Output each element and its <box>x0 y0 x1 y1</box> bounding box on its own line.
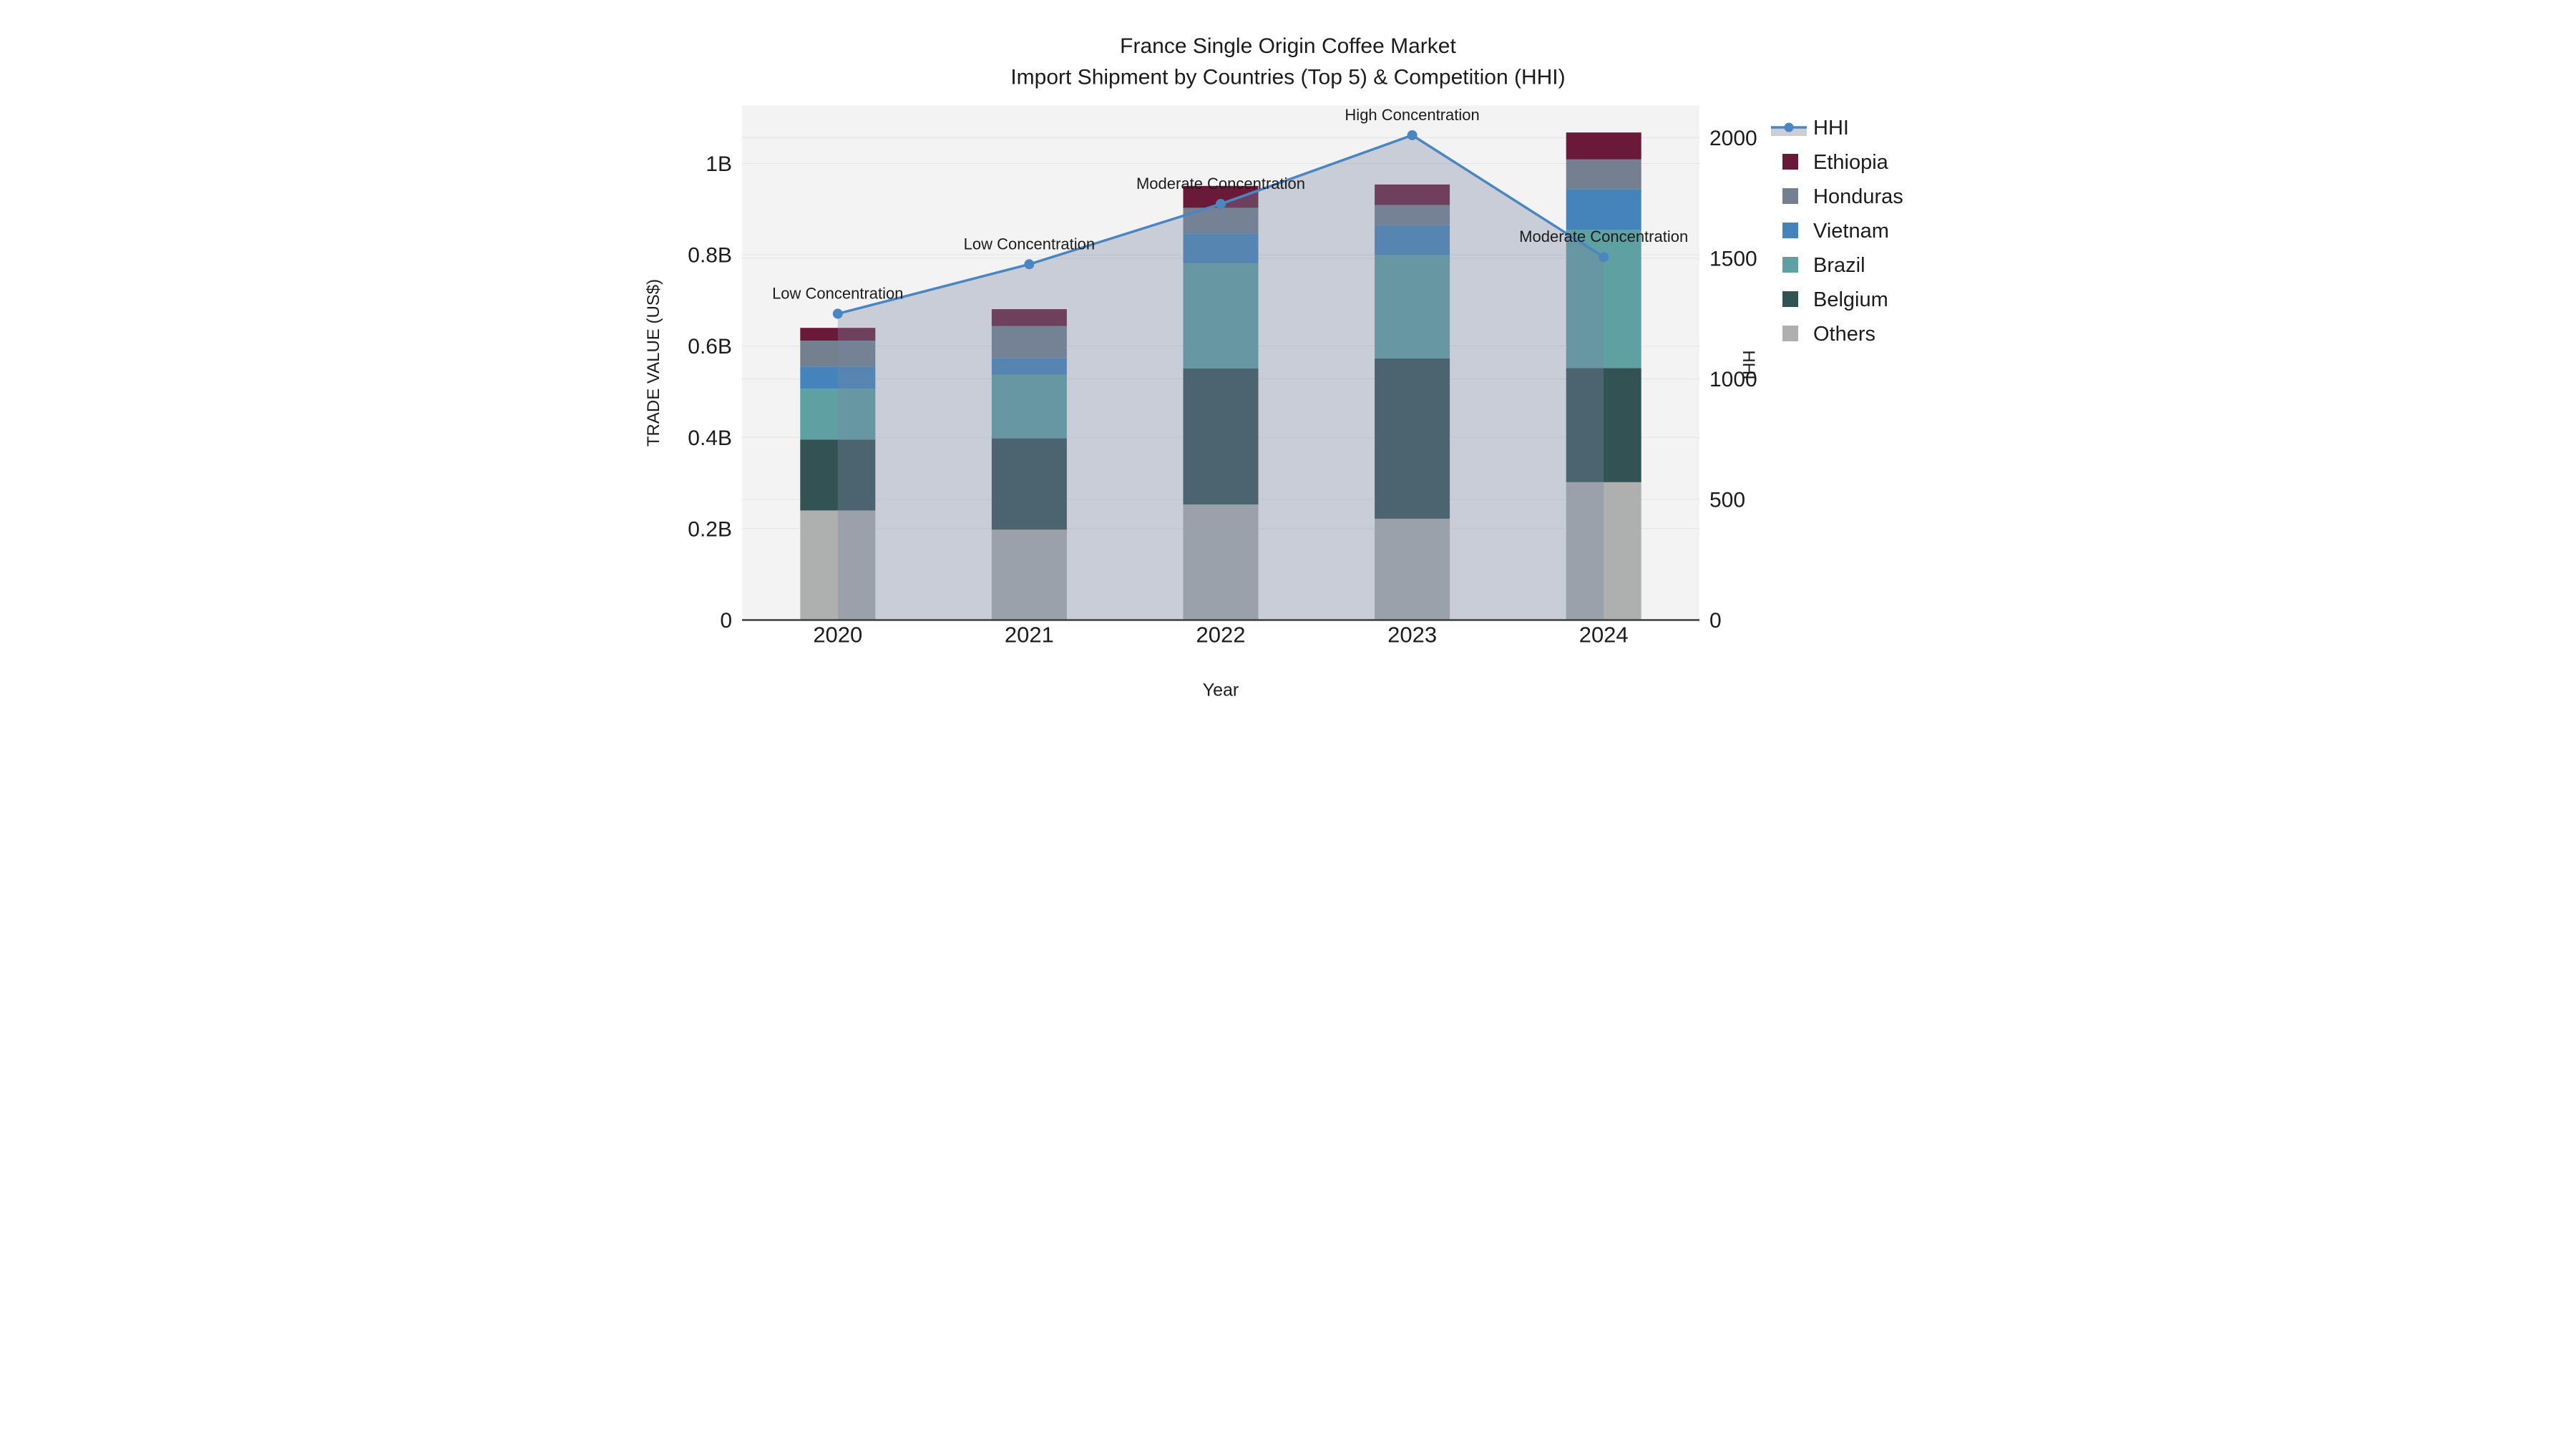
legend-label: Others <box>1813 323 1875 346</box>
hhi-area-fill <box>837 135 1604 620</box>
y-right-tick-labels: 0 500 1000 1500 2000 <box>1709 127 1757 633</box>
legend-item-hhi[interactable]: HHI <box>1771 117 1849 140</box>
bar-segment-others-2020 <box>800 510 876 620</box>
legend: HHI Ethiopia Honduras Vietnam Brazil Belgium O… <box>1771 117 1903 346</box>
legend-label: Vietnam <box>1813 220 1889 243</box>
legend-swatch-icon <box>1782 188 1798 204</box>
bar-segment-others-2024 <box>1566 482 1641 620</box>
y-left-tick-labels: 0 0.2B 0.4B 0.6B 0.8B 1B <box>688 152 732 633</box>
legend-item-ethiopia[interactable]: Ethiopia <box>1782 151 1889 174</box>
coffee-market-hhi-chart: Low Concentration Low Concentration Modera… <box>644 34 1903 701</box>
bar-segment-ethiopia-2020 <box>800 328 876 341</box>
bar-segment-belgium-2022 <box>1183 368 1259 505</box>
bar-segment-others-2023 <box>1375 518 1450 620</box>
bar-segment-belgium-2023 <box>1375 358 1450 519</box>
legend-item-others[interactable]: Others <box>1782 323 1875 346</box>
svg-text:1B: 1B <box>706 152 732 176</box>
legend-swatch-icon <box>1782 154 1798 170</box>
bar-segment-honduras-2021 <box>991 326 1067 358</box>
legend-label: HHI <box>1813 117 1849 140</box>
legend-swatch-icon <box>1782 223 1798 238</box>
legend-swatch-icon <box>1782 326 1798 341</box>
bar-segment-ethiopia-2021 <box>991 309 1067 326</box>
legend-item-brazil[interactable]: Brazil <box>1782 254 1865 277</box>
y-right-axis-title: HHI <box>1739 350 1758 379</box>
legend-label: Honduras <box>1813 185 1903 208</box>
svg-text:500: 500 <box>1709 488 1745 512</box>
svg-text:2022: 2022 <box>1196 623 1246 648</box>
x-tick-labels: 2020 2021 2022 2023 2024 <box>813 623 1628 648</box>
annotation-2024: Moderate Concentration <box>1519 228 1688 245</box>
bar-segment-ethiopia-2024 <box>1566 132 1641 160</box>
bar-segment-honduras-2024 <box>1566 159 1641 190</box>
legend-item-honduras[interactable]: Honduras <box>1782 185 1903 208</box>
bar-segment-brazil-2021 <box>991 374 1067 439</box>
hhi-markers <box>832 130 1609 319</box>
bar-segment-brazil-2020 <box>800 389 876 440</box>
bar-segment-vietnam-2021 <box>991 358 1067 375</box>
svg-text:2024: 2024 <box>1579 623 1629 648</box>
legend-swatch-icon <box>1782 257 1798 273</box>
svg-text:0.8B: 0.8B <box>688 244 732 268</box>
annotation-2020: Low Concentration <box>772 284 903 302</box>
legend-item-vietnam[interactable]: Vietnam <box>1782 220 1889 243</box>
bar-segment-honduras-2020 <box>800 341 876 367</box>
svg-text:0: 0 <box>1709 609 1722 633</box>
bar-segment-honduras-2023 <box>1375 205 1450 225</box>
svg-text:0.4B: 0.4B <box>688 426 732 450</box>
svg-text:0.2B: 0.2B <box>688 517 732 541</box>
legend-label: Brazil <box>1813 254 1865 277</box>
bar-segment-belgium-2024 <box>1566 368 1641 482</box>
bar-segment-others-2021 <box>991 530 1067 620</box>
bar-segment-others-2022 <box>1183 504 1259 620</box>
bar-segment-ethiopia-2023 <box>1375 184 1450 205</box>
hhi-annotations: Low Concentration Low Concentration Modera… <box>772 106 1688 302</box>
bar-segment-vietnam-2023 <box>1375 225 1450 255</box>
chart-title-line2: Import Shipment by Countries (Top 5) & C… <box>1010 66 1565 89</box>
legend-item-belgium[interactable]: Belgium <box>1782 288 1888 311</box>
chart-figure: Low Concentration Low Concentration Modera… <box>644 0 1932 725</box>
svg-text:2023: 2023 <box>1387 623 1437 648</box>
svg-text:0.6B: 0.6B <box>688 335 732 358</box>
hhi-legend-marker-icon <box>1784 122 1794 132</box>
svg-text:1000: 1000 <box>1709 368 1757 391</box>
bar-segment-belgium-2021 <box>991 438 1067 530</box>
legend-swatch-icon <box>1782 291 1798 307</box>
annotation-2022: Moderate Concentration <box>1136 175 1305 192</box>
svg-text:2000: 2000 <box>1709 127 1757 150</box>
legend-label: Ethiopia <box>1813 151 1889 174</box>
svg-text:0: 0 <box>720 609 732 633</box>
svg-text:1500: 1500 <box>1709 247 1757 270</box>
annotation-2023: High Concentration <box>1345 106 1479 124</box>
legend-label: Belgium <box>1813 288 1888 311</box>
bar-segment-belgium-2020 <box>800 439 876 511</box>
svg-text:2020: 2020 <box>813 623 862 648</box>
svg-text:2021: 2021 <box>1005 623 1054 648</box>
y-left-axis-title: TRADE VALUE (US$) <box>644 279 663 447</box>
bar-segment-vietnam-2020 <box>800 366 876 389</box>
stacked-bars <box>800 132 1641 620</box>
bar-segment-brazil-2022 <box>1183 263 1259 369</box>
bar-segment-brazil-2023 <box>1375 255 1450 358</box>
bar-segment-vietnam-2024 <box>1566 189 1641 230</box>
chart-title-line1: France Single Origin Coffee Market <box>1120 34 1456 58</box>
x-axis-title: Year <box>1203 680 1239 701</box>
bar-segment-vietnam-2022 <box>1183 233 1259 264</box>
annotation-2021: Low Concentration <box>964 235 1095 253</box>
